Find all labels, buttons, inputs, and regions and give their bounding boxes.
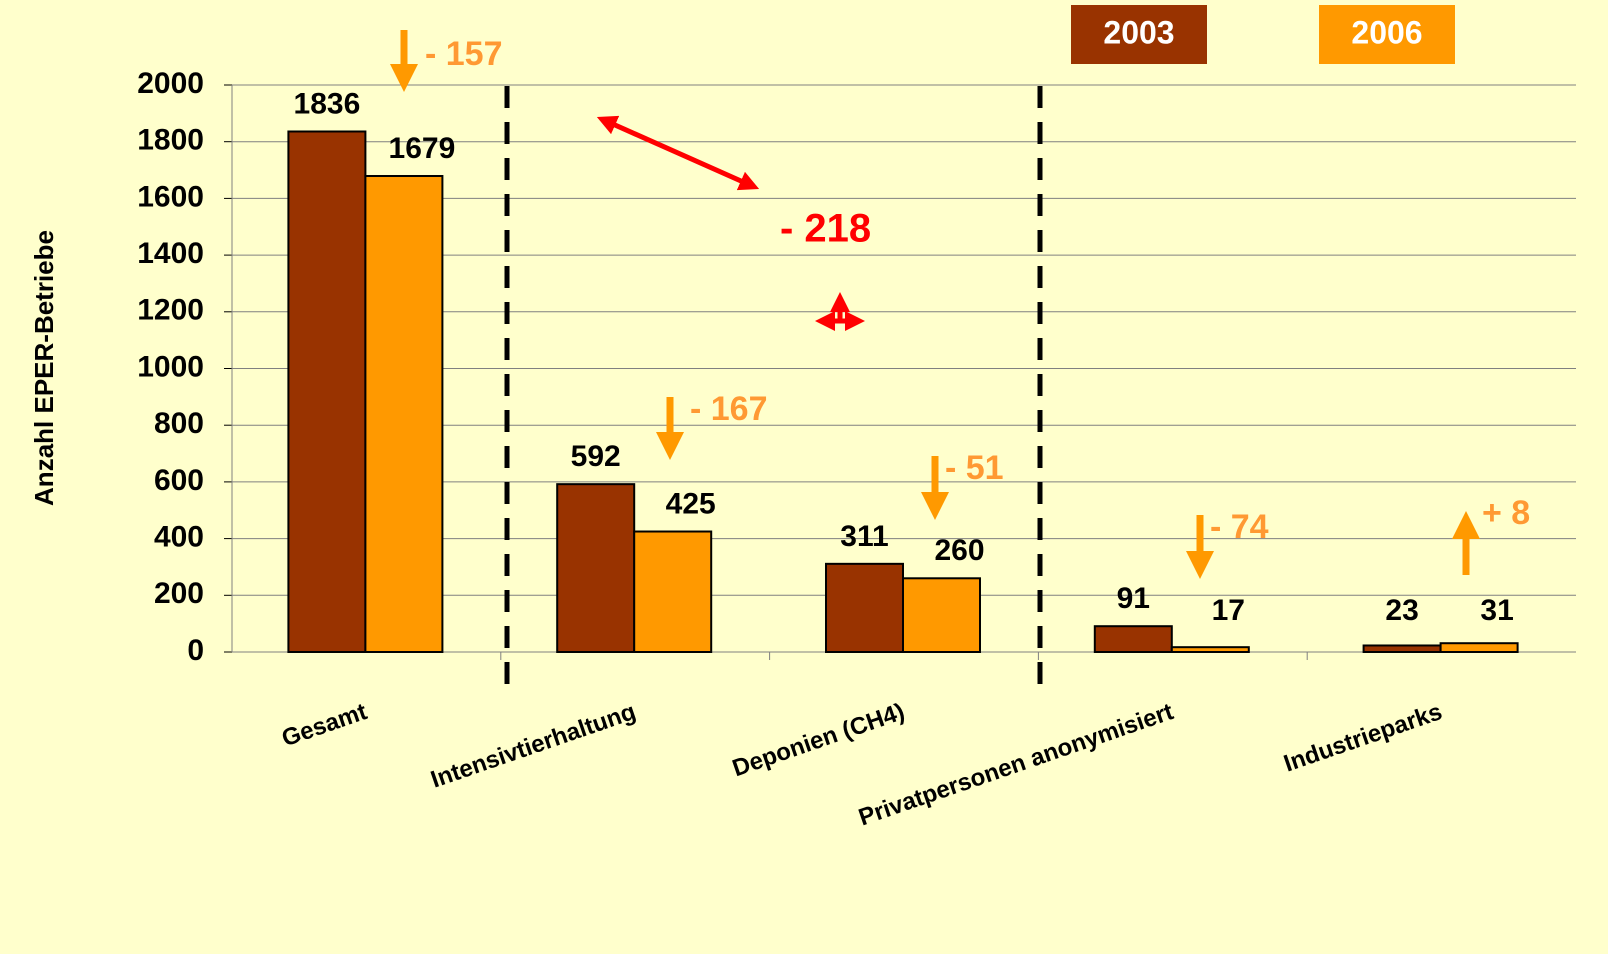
bar (633, 530, 713, 654)
y-tick-label: 400 (154, 521, 204, 554)
y-tick-label: 0 (187, 634, 204, 667)
data-label: 91 (1117, 582, 1150, 615)
annotation: - 218 (780, 207, 871, 251)
data-label: 31 (1480, 594, 1513, 627)
data-label: 1836 (294, 87, 361, 120)
legend-label: 2006 (1351, 14, 1422, 50)
legend-label: 2003 (1103, 14, 1174, 50)
x-tick-label: Intensivtierhaltung (427, 698, 639, 793)
arrows (390, 30, 1480, 579)
x-tick-label: Deponien (CH4) (729, 698, 908, 782)
data-label: 425 (666, 487, 716, 520)
data-label: 311 (840, 520, 888, 553)
legend-swatch (1071, 5, 1207, 64)
y-tick-label: 1200 (137, 294, 204, 327)
legend-swatch (1319, 5, 1455, 64)
annotation: - 157 (425, 35, 503, 73)
annotation: - 74 (1210, 508, 1269, 546)
y-tick-label: 600 (154, 464, 204, 497)
x-tick-label: Industrieparks (1280, 698, 1445, 777)
y-axis-label: Anzahl EPER-Betriebe (29, 230, 59, 506)
bar (1170, 646, 1250, 653)
y-tick-label: 2000 (137, 67, 204, 100)
y-tick-label: 1400 (137, 237, 204, 270)
annotation: - 167 (690, 390, 768, 428)
y-tick-label: 1000 (137, 350, 204, 383)
bar (556, 483, 636, 653)
y-tick-label: 200 (154, 577, 204, 610)
data-label: 23 (1385, 594, 1418, 627)
annotation: + 8 (1482, 494, 1530, 532)
y-tick-label: 1800 (137, 124, 204, 157)
bar (1093, 625, 1173, 653)
data-label: 17 (1212, 594, 1245, 627)
annotation: - 51 (945, 449, 1004, 487)
y-tick-label: 1600 (137, 180, 204, 213)
bar (902, 577, 981, 653)
bar (1362, 644, 1442, 653)
divider-lines (504, 86, 1043, 688)
data-label: 260 (934, 534, 984, 567)
data-label: 1679 (389, 132, 456, 165)
x-tick-label: Gesamt (278, 698, 370, 752)
bar (364, 175, 444, 653)
data-label: 592 (571, 440, 621, 473)
y-tick-label: 800 (154, 407, 204, 440)
bar (1439, 642, 1519, 653)
bar (825, 562, 904, 653)
bar (287, 130, 367, 653)
